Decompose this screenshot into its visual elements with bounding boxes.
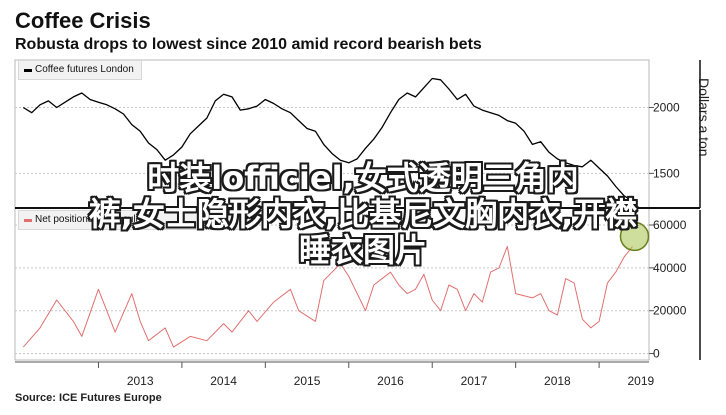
y-tick-label-positions-1: 20000: [653, 304, 687, 318]
overlay-text-line-2: 裤,女士隐形内衣,比基尼文胸内衣,开襟: [88, 195, 638, 233]
legend-price-swatch: [24, 69, 32, 72]
x-tick-label-2016: 2016: [377, 374, 404, 388]
highlight-circle: [619, 221, 650, 252]
legend-price-label: Coffee futures London: [35, 64, 134, 75]
chart-source: Source: ICE Futures Europe: [15, 392, 162, 404]
overlay-text-line-1: 时装lofficiel,女式透明三角内: [147, 159, 579, 197]
x-tick-label-2014: 2014: [210, 374, 237, 388]
y-tick-label-positions-2: 40000: [653, 261, 687, 275]
x-tick-label-2017: 2017: [461, 374, 488, 388]
chart-title: Coffee Crisis: [15, 8, 151, 33]
y-axis-title-price: Dollars a ton: [696, 78, 712, 157]
chart-subtitle: Robusta drops to lowest since 2010 amid …: [15, 36, 482, 53]
legend-positions: Net positions of speculators: [18, 210, 248, 230]
y-tick-label-price-1: 2000: [653, 100, 680, 114]
x-tick-label-2018: 2018: [544, 374, 571, 388]
x-tick-label-2013: 2013: [127, 374, 154, 388]
legend-price: Coffee futures London: [18, 60, 142, 80]
y-tick-label-positions-0: 0: [653, 347, 660, 361]
legend-positions-swatch: [24, 219, 32, 222]
series-line-price: [22, 77, 633, 202]
x-tick-label-2019: 2019: [627, 374, 654, 388]
series-line-positions: [22, 245, 633, 348]
y-tick-label-positions-3: 60000: [653, 218, 687, 232]
y-tick-label-price-0: 1500: [653, 166, 680, 180]
plot-frame: [14, 59, 650, 361]
overlay-text-line-3: 睡衣图片: [298, 231, 427, 269]
x-tick-label-2015: 2015: [294, 374, 321, 388]
legend-positions-label: Net positions of speculators: [35, 214, 158, 225]
